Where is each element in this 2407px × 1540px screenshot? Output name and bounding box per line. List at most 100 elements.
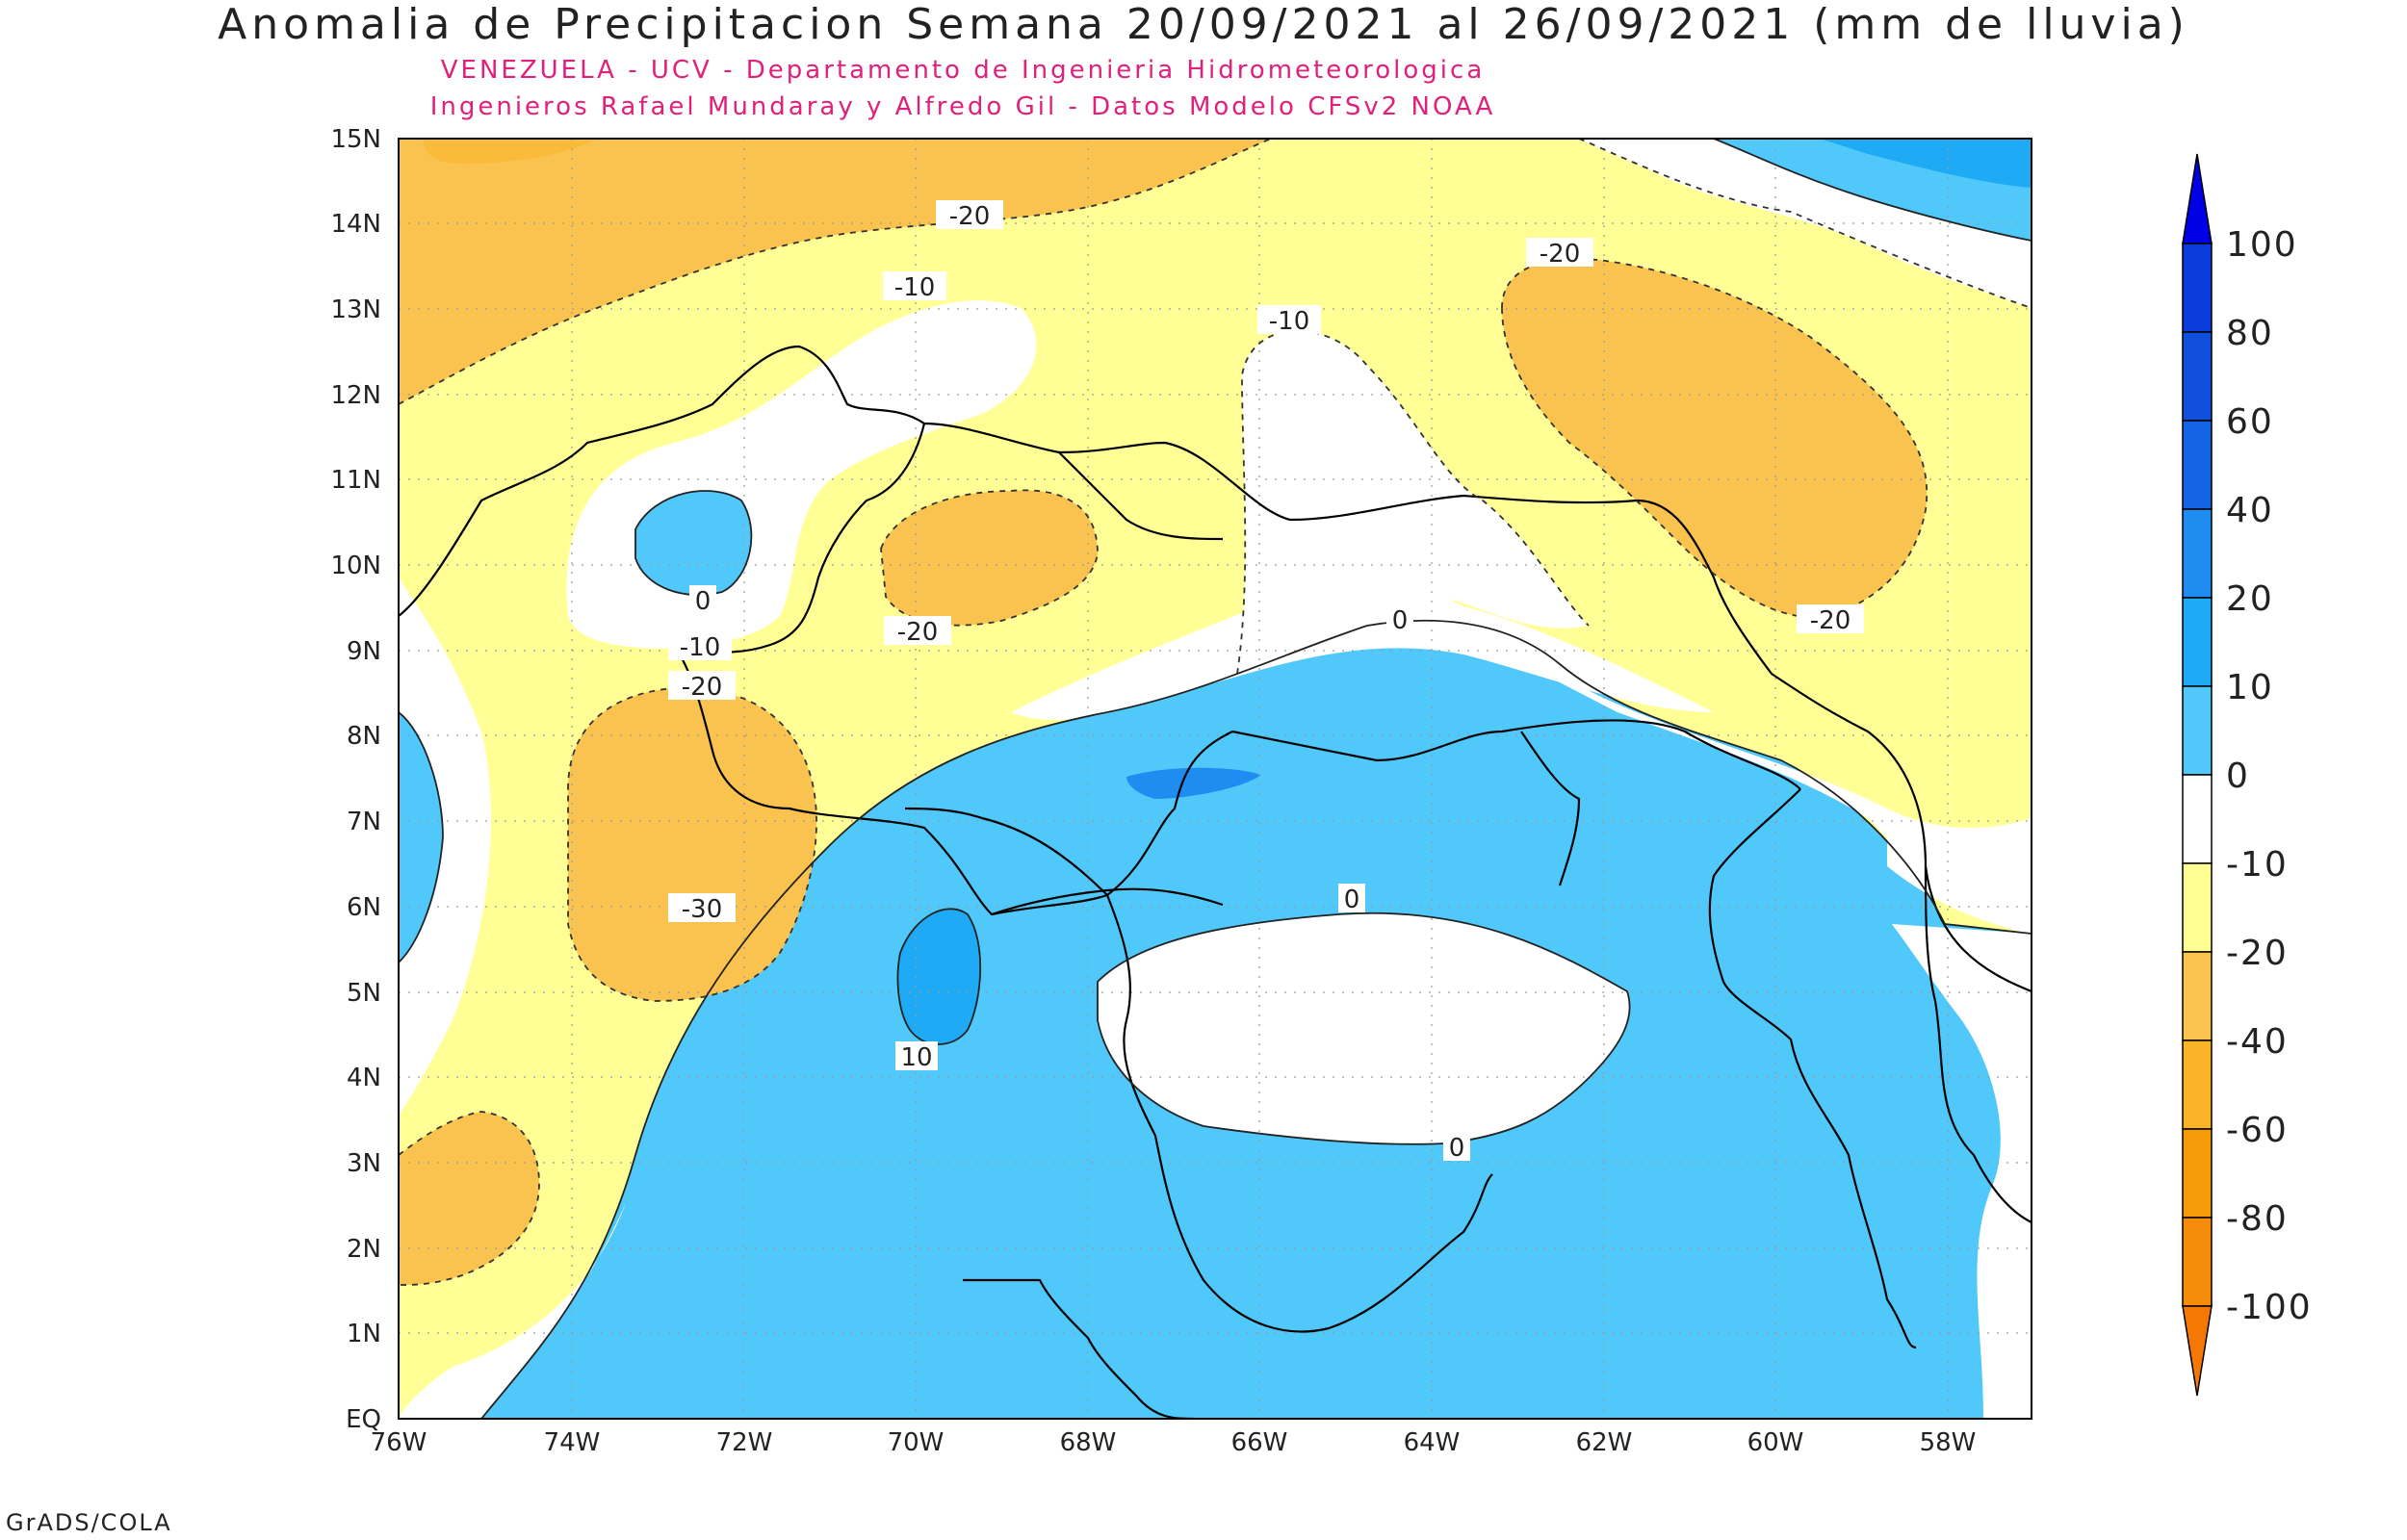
- svg-text:-10: -10: [1269, 307, 1309, 336]
- legend-swatch: [2182, 951, 2213, 1041]
- contour-label: 0: [1443, 1132, 1470, 1163]
- lon-tick-label: 62W: [1576, 1428, 1633, 1457]
- contour-label: -20: [1526, 238, 1593, 269]
- lat-tick-label: 11N: [330, 466, 381, 495]
- legend-label: 80: [2226, 314, 2274, 353]
- grads-credit: GrADS/COLA: [6, 1509, 172, 1536]
- legend-label: -100: [2226, 1288, 2313, 1327]
- svg-text:10: 10: [900, 1043, 932, 1072]
- zero-contour: [399, 139, 2032, 1419]
- lat-tick-label: 12N: [330, 381, 381, 410]
- svg-text:-10: -10: [680, 633, 720, 662]
- legend-swatch: [2182, 862, 2213, 953]
- legend-arrow-bottom: [2182, 1305, 2213, 1397]
- field-blue-dark-llanos: [1126, 767, 1261, 799]
- field-white-coast: [1011, 578, 1714, 721]
- field-white-guiana: [1892, 924, 2032, 1419]
- grid: [399, 139, 2032, 1419]
- lon-tick-label: 72W: [716, 1428, 773, 1457]
- contour-label: -10: [668, 631, 732, 662]
- field-white-sw: [399, 1203, 626, 1419]
- lon-tick-label: 68W: [1060, 1428, 1117, 1457]
- lat-tick-label: EQ: [346, 1405, 381, 1434]
- legend-label: 40: [2226, 491, 2274, 530]
- lon-tick-label: 64W: [1404, 1428, 1461, 1457]
- legend-label: -10: [2226, 845, 2289, 885]
- contour-label: -20: [1797, 604, 1864, 635]
- contour-label: -20: [884, 616, 951, 647]
- contour-label: -30: [668, 893, 736, 924]
- field-blue-mid-south: [897, 909, 981, 1044]
- legend-swatch: [2182, 774, 2213, 864]
- svg-text:-20: -20: [949, 202, 990, 231]
- field-blue-west: [399, 712, 443, 962]
- svg-text:-30: -30: [682, 895, 722, 924]
- contour-label: 0: [1338, 884, 1365, 914]
- legend-label: 0: [2226, 757, 2250, 796]
- contour-label: 0: [689, 585, 716, 616]
- legend-label: 10: [2226, 668, 2274, 707]
- svg-text:-20: -20: [682, 673, 722, 702]
- lat-tick-label: 7N: [347, 808, 381, 836]
- svg-text:0: 0: [695, 587, 712, 616]
- field-orange-nw-deep: [424, 139, 597, 164]
- lat-tick-label: 13N: [330, 295, 381, 324]
- field-blue-ne-dark: [1820, 139, 2032, 188]
- legend-swatch: [2182, 1128, 2213, 1219]
- lon-axis-labels: 76W 74W 72W 70W 68W 66W 64W 62W 60W 58W: [371, 1428, 1977, 1457]
- svg-text:-20: -20: [897, 618, 938, 647]
- legend-swatch: [2182, 685, 2213, 776]
- lat-axis-labels: EQ 1N 2N 3N 4N 5N 6N 7N 8N 9N 10N 11N 12…: [330, 125, 381, 1434]
- legend-swatch: [2182, 1040, 2213, 1130]
- subtitle-line-2: Ingenieros Rafael Mundaray y Alfredo Gil…: [429, 92, 1496, 121]
- lat-tick-label: 9N: [347, 637, 381, 666]
- legend-label: -60: [2226, 1111, 2289, 1150]
- lat-tick-label: 14N: [330, 210, 381, 239]
- field-orange-ne: [1502, 259, 1928, 618]
- color-legend: [2182, 153, 2213, 1397]
- map-frame: [398, 138, 2032, 1420]
- legend-swatch: [2182, 243, 2213, 333]
- lat-tick-label: 2N: [347, 1235, 381, 1264]
- legend-label: -40: [2226, 1022, 2289, 1062]
- svg-text:0: 0: [1392, 606, 1409, 635]
- lon-tick-label: 58W: [1920, 1428, 1977, 1457]
- field-orange-sw: [568, 687, 817, 1001]
- contour-label: -10: [883, 271, 946, 302]
- legend-swatch: [2182, 597, 2213, 687]
- subtitle-line-1: VENEZUELA - UCV - Departamento de Ingeni…: [440, 56, 1486, 85]
- legend-label: -80: [2226, 1199, 2289, 1239]
- lon-tick-label: 70W: [888, 1428, 945, 1457]
- legend-swatch: [2182, 331, 2213, 422]
- lon-tick-label: 76W: [371, 1428, 427, 1457]
- field-blue-nw: [635, 491, 752, 596]
- lat-tick-label: 5N: [347, 979, 381, 1008]
- lat-tick-label: 3N: [347, 1149, 381, 1178]
- contour-label: -20: [668, 671, 736, 702]
- coastlines-and-borders: [399, 345, 2032, 1419]
- legend-swatch: [2182, 508, 2213, 599]
- lat-tick-label: 15N: [330, 125, 381, 154]
- legend-label: -20: [2226, 934, 2289, 973]
- field-orange-nw: [399, 139, 1271, 404]
- svg-text:-10: -10: [894, 273, 935, 302]
- lat-tick-label: 4N: [347, 1064, 381, 1092]
- lon-tick-label: 74W: [544, 1428, 601, 1457]
- contour-label: 10: [895, 1041, 938, 1072]
- field-orange-center: [881, 490, 1098, 626]
- field-white-amazon: [1098, 912, 1630, 1144]
- lat-tick-label: 8N: [347, 722, 381, 751]
- svg-text:0: 0: [1449, 1134, 1465, 1163]
- field-orange-far-sw: [399, 1112, 539, 1285]
- legend-label: 20: [2226, 579, 2274, 619]
- map-title: Anomalia de Precipitacion Semana 20/09/2…: [218, 0, 2189, 49]
- legend-label: 100: [2226, 225, 2298, 265]
- contour-label: 0: [1386, 604, 1413, 635]
- contour-lines: [399, 139, 2032, 1286]
- lat-tick-label: 10N: [330, 552, 381, 580]
- lon-tick-label: 66W: [1231, 1428, 1288, 1457]
- legend-swatch: [2182, 420, 2213, 510]
- legend-arrow-top: [2182, 153, 2213, 244]
- svg-text:0: 0: [1344, 886, 1360, 914]
